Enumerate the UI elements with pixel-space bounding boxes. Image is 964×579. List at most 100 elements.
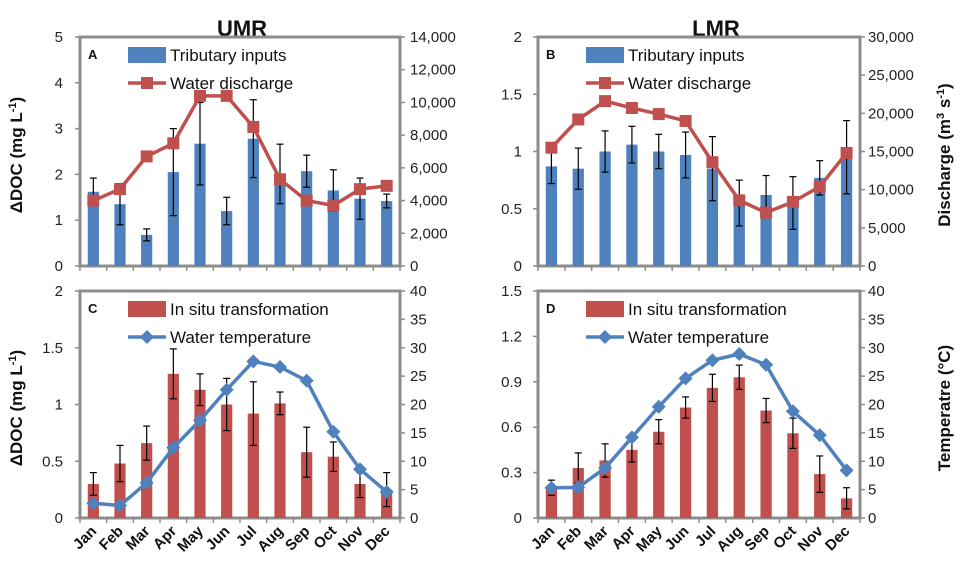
panel-a-right-tick-label: 4,000	[410, 193, 448, 210]
panel-b-left-tick-label: 2	[514, 29, 522, 46]
panel-c-frame	[78, 289, 402, 520]
panel-b-right-tick-label: 15,000	[868, 144, 914, 161]
panel-a-bar-aug	[274, 173, 286, 266]
panel-d-x-label-jan: Jan	[528, 523, 558, 553]
panel-b-right-tick-label: 0	[868, 258, 876, 275]
panel-d-right-tick-label: 20	[868, 397, 885, 414]
panel-b-left-tick-label: 1.5	[501, 86, 522, 103]
panel-c-point-oct	[326, 424, 341, 439]
panel-a-bar-jan	[87, 191, 99, 266]
panel-b-left-tick-label: 0	[514, 258, 522, 275]
panel-c-bar-jul	[247, 413, 259, 518]
panel-a-letter: A	[88, 47, 98, 62]
panel-a-errorbar-jul	[249, 99, 257, 179]
panel-a-bar-dec	[381, 200, 393, 266]
panel-c-left-tick-label: 1.5	[42, 340, 63, 357]
panel-a-legend-bar-swatch	[128, 47, 166, 63]
panel-d-right-tick-label: 35	[868, 311, 885, 328]
panel-c-line-series	[93, 359, 388, 508]
panel-a-bar-apr	[167, 172, 179, 266]
panel-c-bar-oct	[327, 456, 339, 518]
panel-d-bar-mar	[599, 460, 611, 518]
panel-a-point-mar	[140, 150, 153, 163]
panel-a-bar-may	[194, 143, 206, 266]
panel-d-point-aug	[732, 346, 747, 361]
panel-c-letter: C	[88, 301, 98, 316]
panel-d-point-mar	[598, 461, 613, 476]
panel-c-errorbar-jan	[89, 472, 97, 496]
panel-b-errorbar-feb	[574, 147, 582, 190]
panel-b-errorbar-jul	[708, 136, 716, 202]
panel-d-x-label-dec: Dec	[822, 523, 853, 554]
panel-d-right-tick-label: 25	[868, 368, 885, 385]
panel-b-point-may	[652, 108, 665, 121]
panel-b-bar-may	[653, 151, 665, 266]
panel-a-errorbar-jun	[223, 196, 231, 226]
panel-d-x-label-sep: Sep	[741, 523, 772, 554]
panel-a-point-jul	[247, 120, 260, 133]
panel-c-bar-may	[194, 389, 206, 518]
panel-c-right-tick-label: 35	[410, 311, 427, 328]
panel-c-legend-line-label: Water temperature	[170, 328, 311, 347]
ylabel-ddoc-top: ΔDOC (mg L-1)	[7, 97, 26, 213]
panel-b-legend-bar-swatch	[586, 47, 624, 63]
panel-b-point-jan	[545, 141, 558, 154]
panel-b-errorbar-jun	[682, 131, 690, 179]
panel-b-point-aug	[733, 194, 746, 207]
panel-b-legend-bar-label: Tributary inputs	[628, 46, 745, 65]
panel-a-right-tick-label: 12,000	[410, 62, 456, 79]
panel-c-errorbar-feb	[116, 444, 124, 483]
panel-d-bar-aug	[733, 377, 745, 518]
panel-c-right-tick-label: 15	[410, 425, 427, 442]
panel-a-point-apr	[167, 137, 180, 150]
panel-a-left-tick-label: 3	[55, 121, 63, 138]
panel-b-point-nov	[813, 180, 826, 193]
panel-c-legend: In situ transformation Water temperature	[128, 300, 329, 347]
panel-b-bar-oct	[787, 203, 799, 266]
panel-b-bar-aug	[733, 203, 745, 266]
panel-c-x-label-sep: Sep	[282, 523, 313, 554]
panel-d-right-tick-label: 15	[868, 425, 885, 442]
panel-d-legend-line-label: Water temperature	[628, 328, 769, 347]
panel-d-bar-may	[653, 431, 665, 518]
panel-b-bar-apr	[626, 144, 638, 266]
panel-d-bar-jul	[706, 387, 719, 518]
panel-b-bar-jan	[545, 166, 558, 266]
panel-a-point-nov	[354, 183, 366, 196]
panel-b-bar-dec	[840, 157, 853, 266]
panel-b-point-sep	[760, 206, 773, 219]
panel-d-point-jul	[705, 353, 720, 368]
panel-d-frame	[536, 289, 862, 520]
panel-d-left-tick-label: 1.2	[501, 328, 522, 345]
panel-b-right-tick-label: 5,000	[868, 220, 906, 237]
panel-c-point-dec	[379, 484, 394, 499]
panel-b: 0 0.5 1 1.5 2 0 5,000 10,000 15,000 20,000 25,000 3…	[501, 29, 914, 275]
panel-b-bar-feb	[572, 168, 584, 266]
panel-d-bar-jan	[545, 487, 558, 518]
panel-c-legend-bar-label: In situ transformation	[170, 300, 329, 319]
panel-d-errorbar-sep	[762, 397, 770, 424]
panel-b-right-tick-label: 20,000	[868, 105, 914, 122]
panel-c-bar-nov	[354, 483, 366, 518]
panel-b-bar-mar	[599, 151, 611, 266]
panel-b-bar-nov	[814, 177, 826, 266]
panel-c-point-nov	[353, 462, 367, 477]
panel-d-right-tick-label: 0	[868, 510, 876, 527]
panel-a-legend-line-label: Water discharge	[170, 74, 293, 93]
panel-b-errorbar-apr	[628, 125, 636, 164]
panel-a-point-dec	[380, 179, 393, 192]
panel-a-frame	[78, 35, 402, 268]
panel-d-point-nov	[812, 428, 827, 443]
panel-c-errorbar-aug	[276, 391, 284, 416]
panel-b-point-apr	[625, 101, 638, 114]
panel-d-point-sep	[759, 357, 774, 372]
panel-b-left-tick-label: 1	[514, 144, 522, 161]
panel-d-point-jun	[678, 371, 693, 386]
panel-d-errorbar-dec	[843, 487, 851, 510]
panel-c-right-tick-label: 40	[410, 283, 427, 300]
panel-a-bar-sep	[301, 171, 313, 266]
panel-c-x-label-apr: Apr	[150, 523, 180, 553]
panel-c-bar-sep	[301, 452, 313, 518]
